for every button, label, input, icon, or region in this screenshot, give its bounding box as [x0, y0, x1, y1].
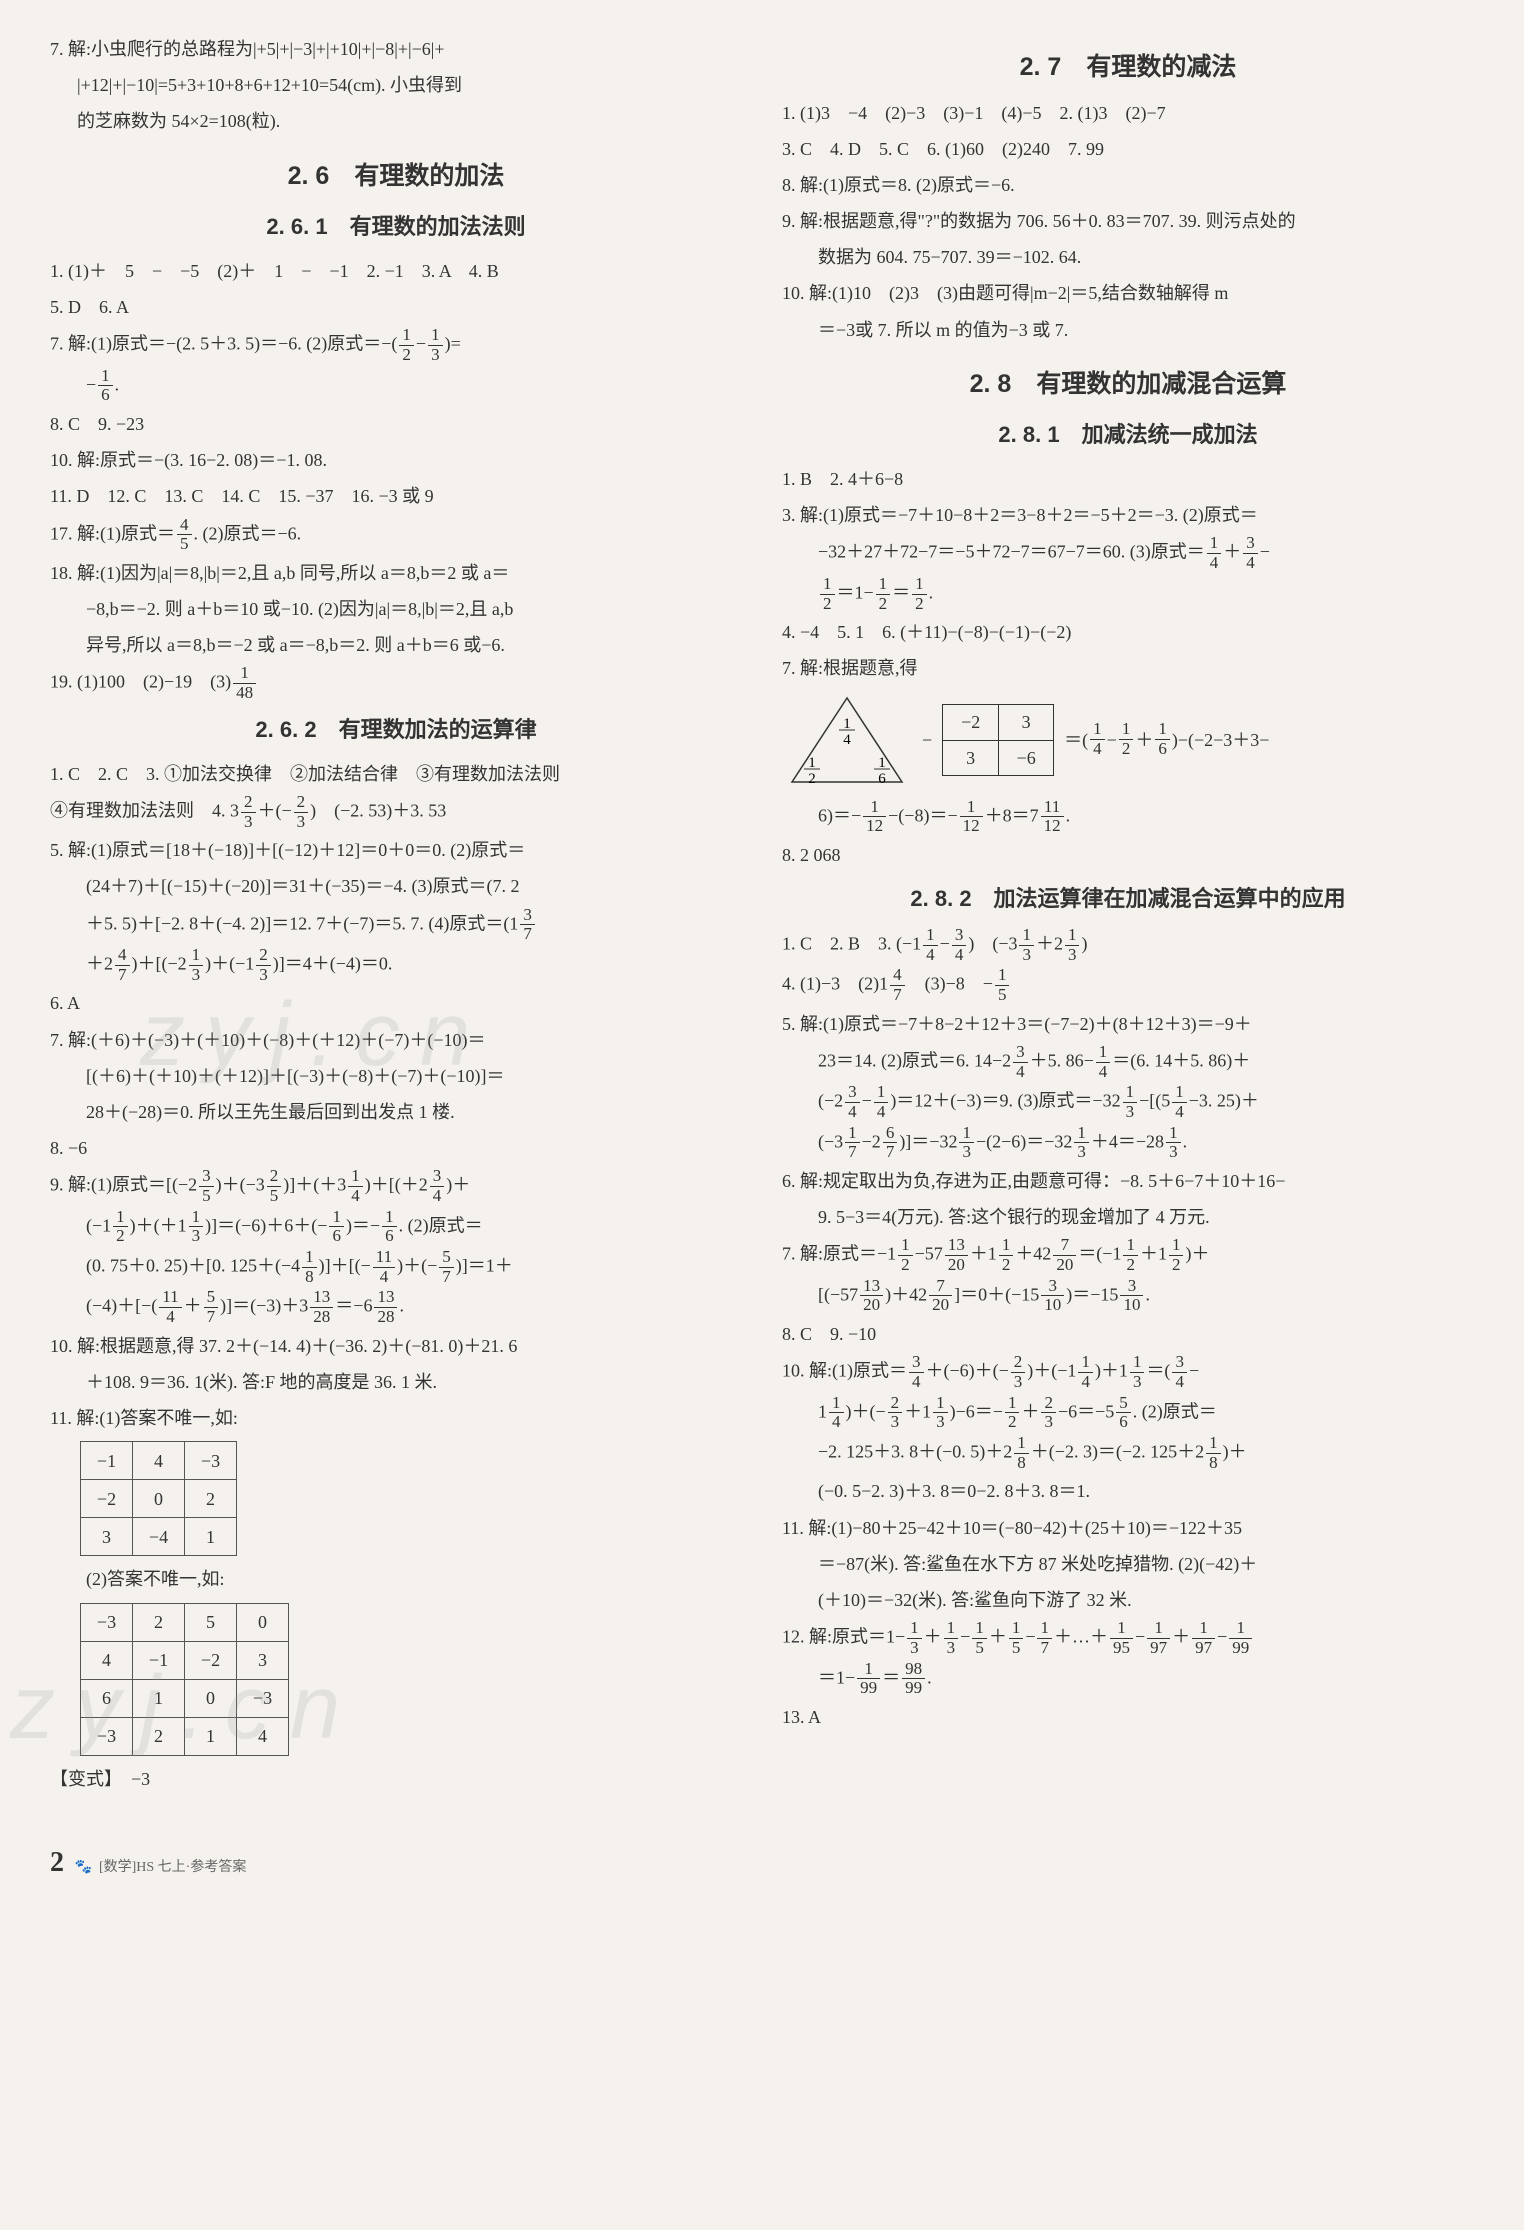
- text-line: 17. 解:(1)原式＝45. (2)原式＝−6.: [50, 516, 742, 554]
- text-line: 114)＋(−23＋113)−6＝−12＋23−6＝−556. (2)原式＝: [782, 1394, 1474, 1432]
- box-diagram: −23 3−6: [942, 704, 1054, 776]
- text-line: (0. 75＋0. 25)＋[0. 125＋(−418)]＋[(−114)＋(−…: [50, 1248, 742, 1286]
- text-line: −16.: [50, 367, 742, 405]
- text-line: ＋247)＋[(−213)＋(−123)]＝4＋(−4)＝0.: [50, 946, 742, 984]
- triangle-diagram: 1 4 1 2 1 6: [782, 690, 912, 790]
- text-line: (＋10)＝−32(米). 答:鲨鱼向下游了 32 米.: [782, 1583, 1474, 1617]
- text-line: 1. (1)＋ 5 − −5 (2)＋ 1 − −1 2. −1 3. A 4.…: [50, 254, 742, 288]
- text-line: −8,b＝−2. 则 a＋b＝10 或−10. (2)因为|a|＝8,|b|＝2…: [50, 592, 742, 626]
- svg-text:6: 6: [878, 771, 886, 787]
- text-line: 7. 解:(＋6)＋(−3)＋(＋10)＋(−8)＋(＋12)＋(−7)＋(−1…: [50, 1023, 742, 1057]
- text-line: ＝1−199＝9899.: [782, 1660, 1474, 1698]
- text-line: 7. 解:(1)原式＝−(2. 5＋3. 5)＝−6. (2)原式＝−(12−1…: [50, 326, 742, 364]
- text-line: (24＋7)＋[(−15)＋(−20)]＝31＋(−35)＝−4. (3)原式＝…: [50, 869, 742, 903]
- text-line: 8. −6: [50, 1131, 742, 1165]
- text-line: 1. B 2. 4＋6−8: [782, 462, 1474, 496]
- sub-title: 2. 6. 2 有理数加法的运算律: [50, 709, 742, 751]
- text-line: 9. 5−3＝4(万元). 答:这个银行的现金增加了 4 万元.: [782, 1200, 1474, 1234]
- right-column: 2. 7 有理数的减法 1. (1)3 −4 (2)−3 (3)−1 (4)−5…: [782, 30, 1474, 1889]
- text-line: 6. 解:规定取出为负,存进为正,由题意可得：−8. 5＋6−7＋10＋16−: [782, 1164, 1474, 1198]
- page-number: 2: [50, 1847, 64, 1878]
- text-line: 19. (1)100 (2)−19 (3)148: [50, 664, 742, 702]
- sub-title: 2. 8. 2 加法运算律在加减混合运算中的应用: [782, 878, 1474, 920]
- text-line: 10. 解:原式＝−(3. 16−2. 08)＝−1. 08.: [50, 443, 742, 477]
- text-line: 5. D 6. A: [50, 290, 742, 324]
- text-line: 7. 解:根据题意,得: [782, 651, 1474, 685]
- text-line: 10. 解:(1)10 (2)3 (3)由题可得|m−2|＝5,结合数轴解得 m: [782, 276, 1474, 310]
- text-line: −2. 125＋3. 8＋(−0. 5)＋218＋(−2. 3)＝(−2. 12…: [782, 1434, 1474, 1472]
- sub-title: 2. 6. 1 有理数的加法法则: [50, 206, 742, 248]
- text-line: 6. A: [50, 986, 742, 1020]
- text-line: 9. 解:根据题意,得"?"的数据为 706. 56＋0. 83＝707. 39…: [782, 204, 1474, 238]
- text-line: ＋5. 5)＋[−2. 8＋(−4. 2)]＝12. 7＋(−7)＝5. 7. …: [50, 906, 742, 944]
- text-line: (−234−14)＝12＋(−3)＝9. (3)原式＝−3213−[(514−3…: [782, 1083, 1474, 1121]
- text-line: 8. 2 068: [782, 838, 1474, 872]
- text-line: 10. 解:(1)原式＝34＋(−6)＋(−23)＋(−114)＋113＝(34…: [782, 1353, 1474, 1391]
- text-line: 1. C 2. C 3. ①加法交换律 ②加法结合律 ③有理数加法法则: [50, 757, 742, 791]
- text-line: 的芝麻数为 54×2=108(粒).: [50, 104, 742, 138]
- text-line: 11. 解:(1)−80＋25−42＋10＝(−80−42)＋(25＋10)＝−…: [782, 1511, 1474, 1545]
- section-title: 2. 6 有理数的加法: [50, 153, 742, 201]
- text-line: 1. C 2. B 3. (−114−34) (−313＋213): [782, 926, 1474, 964]
- text-line: |+12|+|−10|=5+3+10+8+6+12+10=54(cm). 小虫得…: [50, 68, 742, 102]
- text-line: (−317−267)]＝−3213−(2−6)＝−3213＋4＝−2813.: [782, 1124, 1474, 1162]
- text-line: 异号,所以 a＝8,b＝−2 或 a＝−8,b＝2. 则 a＋b＝6 或−6.: [50, 628, 742, 662]
- text-line: 10. 解:根据题意,得 37. 2＋(−14. 4)＋(−36. 2)＋(−8…: [50, 1329, 742, 1363]
- answer-grid-1: −14−3 −202 3−41: [80, 1441, 237, 1556]
- variant-label: 【变式】 −3: [50, 1762, 742, 1796]
- text-line: (2)答案不唯一,如:: [50, 1562, 742, 1596]
- text-line: ＝−87(米). 答:鲨鱼在水下方 87 米处吃掉猎物. (2)(−42)＋: [782, 1547, 1474, 1581]
- diagram-row: 1 4 1 2 1 6 − −23 3−6 ＝(14−12＋16)−(−2−3＋…: [782, 690, 1474, 790]
- text-line: 9. 解:(1)原式＝[(−235)＋(−325)]＋(＋314)＋[(＋234…: [50, 1167, 742, 1205]
- text-line: 23＝14. (2)原式＝6. 14−234＋5. 86−14＝(6. 14＋5…: [782, 1043, 1474, 1081]
- text-line: 8. C 9. −10: [782, 1317, 1474, 1351]
- text-line: 5. 解:(1)原式＝−7＋8−2＋12＋3＝(−7−2)＋(8＋12＋3)＝−…: [782, 1007, 1474, 1041]
- text-line: 4. (1)−3 (2)147 (3)−8 −15: [782, 966, 1474, 1004]
- text-line: 8. C 9. −23: [50, 407, 742, 441]
- text-line: 7. 解:小虫爬行的总路程为|+5|+|−3|+|+10|+|−8|+|−6|+: [50, 32, 742, 66]
- section-title: 2. 7 有理数的减法: [782, 44, 1474, 92]
- text-line: 13. A: [782, 1700, 1474, 1734]
- text-line: 5. 解:(1)原式＝[18＋(−18)]＋[(−12)＋12]＝0＋0＝0. …: [50, 833, 742, 867]
- svg-text:4: 4: [843, 732, 851, 748]
- text-line: 4. −4 5. 1 6. (＋11)−(−8)−(−1)−(−2): [782, 615, 1474, 649]
- text-line: 数据为 604. 75−707. 39＝−102. 64.: [782, 240, 1474, 274]
- text-line: [(−571320)＋42720]＝0＋(−15310)＝−15310.: [782, 1277, 1474, 1315]
- text-line: 11. 解:(1)答案不唯一,如:: [50, 1401, 742, 1435]
- text-line: 28＋(−28)＝0. 所以王先生最后回到出发点 1 楼.: [50, 1095, 742, 1129]
- svg-text:2: 2: [808, 771, 816, 787]
- text-line: −32＋27＋72−7＝−5＋72−7＝67−7＝60. (3)原式＝14＋34…: [782, 534, 1474, 572]
- text-line: 1. (1)3 −4 (2)−3 (3)−1 (4)−5 2. (1)3 (2)…: [782, 96, 1474, 130]
- text-line: ④有理数加法法则 4. 323＋(−23) (−2. 53)＋3. 53: [50, 793, 742, 831]
- text-line: ＋108. 9＝36. 1(米). 答:F 地的高度是 36. 1 米.: [50, 1365, 742, 1399]
- text-line: (−112)＋(＋113)]＝(−6)＋6＋(−16)＝−16. (2)原式＝: [50, 1208, 742, 1246]
- text-line: [(＋6)＋(＋10)＋(＋12)]＋[(−3)＋(−8)＋(−7)＋(−10)…: [50, 1059, 742, 1093]
- left-column: 7. 解:小虫爬行的总路程为|+5|+|−3|+|+10|+|−8|+|−6|+…: [50, 30, 742, 1889]
- text-line: (−4)＋[−(114＋57)]＝(−3)＋31328＝−61328.: [50, 1288, 742, 1326]
- page-footer: 2 🐾 [数学]HS 七上·参考答案: [50, 1836, 742, 1889]
- text-line: 11. D 12. C 13. C 14. C 15. −37 16. −3 或…: [50, 479, 742, 513]
- text-line: 8. 解:(1)原式＝8. (2)原式＝−6.: [782, 168, 1474, 202]
- text-line: 7. 解:原式＝−112−571320＋112＋42720＝(−112＋112)…: [782, 1236, 1474, 1274]
- text-line: 3. 解:(1)原式＝−7＋10−8＋2＝3−8＋2＝−5＋2＝−3. (2)原…: [782, 498, 1474, 532]
- text-line: ＝−3或 7. 所以 m 的值为−3 或 7.: [782, 313, 1474, 347]
- text-line: 12＝1−12＝12.: [782, 575, 1474, 613]
- text-line: 3. C 4. D 5. C 6. (1)60 (2)240 7. 99: [782, 132, 1474, 166]
- section-title: 2. 8 有理数的加减混合运算: [782, 361, 1474, 409]
- text-line: (−0. 5−2. 3)＋3. 8＝0−2. 8＋3. 8＝1.: [782, 1474, 1474, 1508]
- text-line: 6)＝−112−(−8)＝−112＋8＝71112.: [782, 798, 1474, 836]
- text-line: 18. 解:(1)因为|a|＝8,|b|＝2,且 a,b 同号,所以 a＝8,b…: [50, 556, 742, 590]
- answer-grid-2: −3250 4−1−23 610−3 −3214: [80, 1603, 289, 1756]
- text-line: 12. 解:原式＝1−13＋13−15＋15−17＋…＋195−197＋197−…: [782, 1619, 1474, 1657]
- sub-title: 2. 8. 1 加减法统一成加法: [782, 414, 1474, 456]
